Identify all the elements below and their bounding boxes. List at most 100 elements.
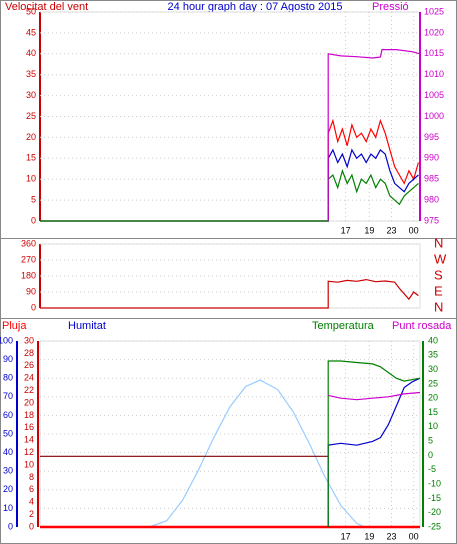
series-line xyxy=(40,168,419,222)
x-tick-label: 19 xyxy=(364,531,374,541)
legend-label: Temperatura xyxy=(312,320,375,332)
y3-tick-label: 28 xyxy=(24,348,34,358)
y3-tick-label: 10 xyxy=(24,459,34,469)
y2-tick-label: -20 xyxy=(428,507,441,517)
y-tick-label: 360 xyxy=(21,238,36,248)
y2-tick-label: N xyxy=(434,235,443,250)
y2-tick-label: 975 xyxy=(424,215,439,225)
chart-title: 24 hour graph day : 07 Agosto 2015 xyxy=(168,1,343,13)
legend-label: Humitat xyxy=(68,320,106,332)
y3-tick-label: 12 xyxy=(24,447,34,457)
y-tick-label: 20 xyxy=(3,484,13,494)
x-tick-label: 23 xyxy=(386,531,396,541)
y2-axis-label: Pressió xyxy=(372,1,409,13)
y2-tick-label: -15 xyxy=(428,493,441,503)
y2-tick-label: 985 xyxy=(424,174,439,184)
y-tick-label: 30 xyxy=(3,466,13,476)
y-axis-label: Velocitat del vent xyxy=(5,1,88,13)
y2-tick-label: 25 xyxy=(428,378,438,388)
y3-tick-label: 6 xyxy=(29,484,34,494)
y-tick-label: 0 xyxy=(31,215,36,225)
series-line xyxy=(327,360,421,527)
y-tick-label: 100 xyxy=(0,335,13,345)
x-tick-label: 19 xyxy=(364,225,374,235)
x-tick-label: 17 xyxy=(341,531,351,541)
y2-tick-label: 15 xyxy=(428,407,438,417)
y-tick-label: 20 xyxy=(26,132,36,142)
y2-tick-label: -5 xyxy=(428,464,436,474)
y3-tick-label: 18 xyxy=(24,410,34,420)
y2-tick-label: E xyxy=(434,283,443,298)
y3-tick-label: 0 xyxy=(29,521,34,531)
y-tick-label: 50 xyxy=(26,6,36,16)
y3-tick-label: 8 xyxy=(29,472,34,482)
y-tick-label: 30 xyxy=(26,90,36,100)
y2-tick-label: 40 xyxy=(428,335,438,345)
y-tick-label: 90 xyxy=(3,354,13,364)
y2-tick-label: 1025 xyxy=(424,6,444,16)
y-tick-label: 0 xyxy=(8,521,13,531)
x-tick-label: 00 xyxy=(409,531,419,541)
y-tick-label: 90 xyxy=(26,286,36,296)
y3-tick-label: 16 xyxy=(24,422,34,432)
y-tick-label: 50 xyxy=(3,428,13,438)
y-tick-label: 35 xyxy=(26,69,36,79)
y3-tick-label: 30 xyxy=(24,335,34,345)
y-tick-label: 270 xyxy=(21,254,36,264)
series-line xyxy=(327,49,421,221)
y2-tick-label: 980 xyxy=(424,194,439,204)
y2-tick-label: 30 xyxy=(428,364,438,374)
y3-tick-label: 14 xyxy=(24,435,34,445)
y2-tick-label: 35 xyxy=(428,350,438,360)
y2-tick-label: N xyxy=(434,299,443,314)
x-tick-label: 00 xyxy=(409,225,419,235)
series-line xyxy=(328,391,421,401)
y2-tick-label: 995 xyxy=(424,132,439,142)
x-tick-label: 23 xyxy=(386,225,396,235)
y-tick-label: 180 xyxy=(21,270,36,280)
y3-tick-label: 24 xyxy=(24,373,34,383)
y-tick-label: 40 xyxy=(26,48,36,58)
y-tick-label: 60 xyxy=(3,410,13,420)
y3-tick-label: 26 xyxy=(24,360,34,370)
y2-tick-label: 10 xyxy=(428,421,438,431)
y2-tick-label: 5 xyxy=(428,436,433,446)
y2-tick-label: 990 xyxy=(424,153,439,163)
y2-tick-label: W xyxy=(434,251,447,266)
y2-tick-label: 1020 xyxy=(424,27,444,37)
legend-label: Pluja xyxy=(2,320,27,332)
y2-tick-label: 20 xyxy=(428,393,438,403)
y3-tick-label: 22 xyxy=(24,385,34,395)
series-line xyxy=(40,118,419,222)
y-tick-label: 40 xyxy=(3,447,13,457)
legend-label: Punt rosada xyxy=(392,320,452,332)
y2-tick-label: -10 xyxy=(428,478,441,488)
y3-tick-label: 4 xyxy=(29,497,34,507)
y-tick-label: 10 xyxy=(3,503,13,513)
series-line xyxy=(327,377,421,527)
y-tick-label: 70 xyxy=(3,391,13,401)
y3-tick-label: 2 xyxy=(29,509,34,519)
series-line xyxy=(149,379,365,528)
y2-tick-label: 1010 xyxy=(424,69,444,79)
y-tick-label: 5 xyxy=(31,194,36,204)
y2-tick-label: 0 xyxy=(428,450,433,460)
y2-tick-label: 1000 xyxy=(424,111,444,121)
y3-tick-label: 20 xyxy=(24,397,34,407)
series-line xyxy=(40,278,419,309)
y2-tick-label: 1015 xyxy=(424,48,444,58)
y2-tick-label: S xyxy=(434,267,443,282)
y-tick-label: 45 xyxy=(26,27,36,37)
y-tick-label: 80 xyxy=(3,373,13,383)
y-tick-label: 15 xyxy=(26,153,36,163)
y-tick-label: 10 xyxy=(26,174,36,184)
y2-tick-label: -25 xyxy=(428,521,441,531)
y2-tick-label: 1005 xyxy=(424,90,444,100)
x-tick-label: 17 xyxy=(341,225,351,235)
y-tick-label: 25 xyxy=(26,111,36,121)
series-line xyxy=(40,148,419,222)
y-tick-label: 0 xyxy=(31,302,36,312)
